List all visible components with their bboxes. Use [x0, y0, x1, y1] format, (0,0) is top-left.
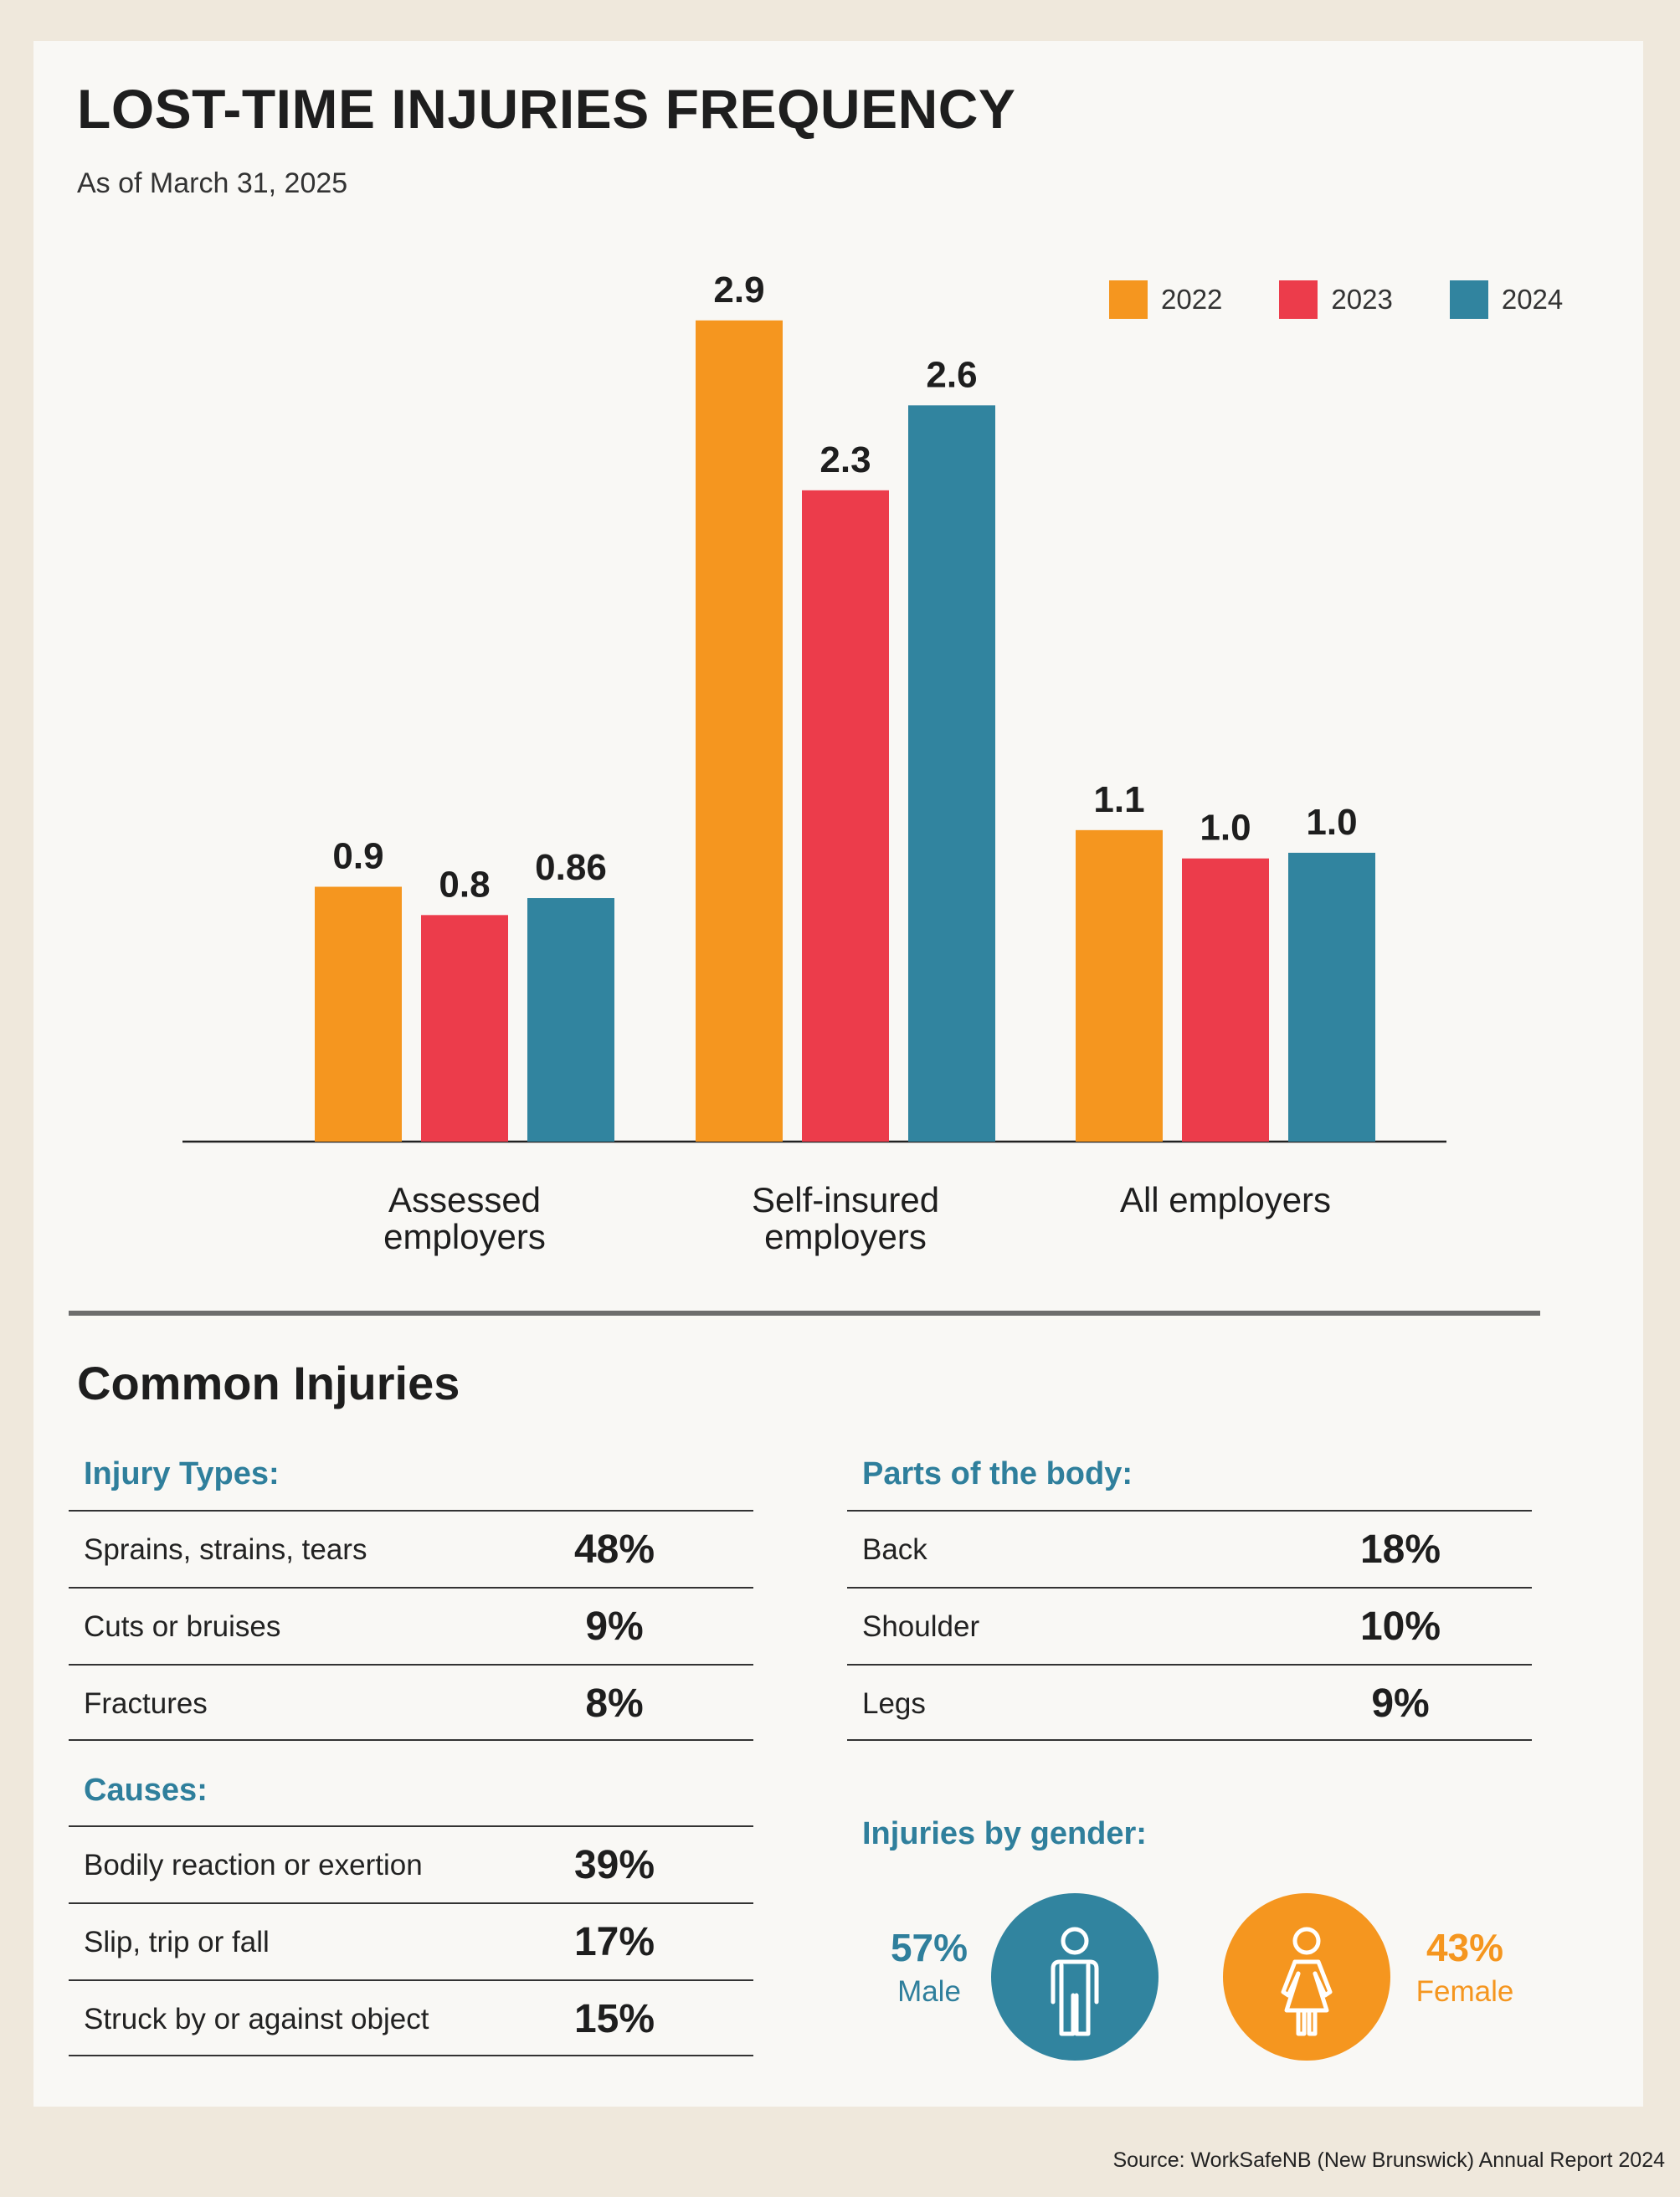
data-label-2023-0: 0.8 [439, 864, 490, 905]
row-value: 17% [573, 1920, 655, 1964]
category-label-1-0: Self-insured [752, 1180, 939, 1219]
bar-2023-0 [421, 915, 508, 1142]
data-label-2022-0: 0.9 [332, 836, 383, 877]
legend-label-2023: 2023 [1331, 284, 1393, 315]
injury-types-table: Sprains, strains, tears 48% Cuts or brui… [69, 1510, 753, 1741]
chart-subtitle: As of March 31, 2025 [77, 167, 348, 199]
data-label-2024-1: 2.6 [926, 354, 977, 395]
table-row: Shoulder 10% [847, 1587, 1532, 1664]
row-value: 9% [585, 1604, 644, 1649]
row-value: 10% [1359, 1604, 1441, 1649]
male-person-icon [991, 1893, 1159, 2061]
source-note: Source: WorkSafeNB (New Brunswick) Annua… [1112, 2148, 1665, 2172]
chart-title: LOST-TIME INJURIES FREQUENCY [77, 78, 1016, 140]
bar-2022-0 [315, 886, 402, 1142]
bar-2022-2 [1076, 829, 1163, 1142]
body-parts-table: Back 18% Shoulder 10% Legs 9% [847, 1510, 1532, 1741]
row-value: 15% [573, 1997, 655, 2041]
legend-swatch-2024 [1449, 280, 1488, 319]
causes-table: Bodily reaction or exertion 39% Slip, tr… [69, 1825, 753, 2056]
row-label: Struck by or against object [84, 2003, 429, 2035]
table-row: Slip, trip or fall 17% [69, 1902, 753, 1979]
category-label-2-0: All employers [1120, 1180, 1331, 1219]
row-label: Bodily reaction or exertion [84, 1849, 423, 1881]
common-injuries-title: Common Injuries [77, 1357, 460, 1409]
bar-2024-2 [1288, 852, 1375, 1142]
male-percentage: 57% [890, 1926, 968, 1969]
injury-types-heading: Injury Types: [84, 1456, 280, 1491]
female-label: Female [1415, 1975, 1514, 2008]
table-row: Legs 9% [847, 1664, 1532, 1741]
row-label: Shoulder [862, 1610, 980, 1643]
data-label-2024-0: 0.86 [535, 847, 607, 888]
row-value: 8% [585, 1681, 644, 1726]
table-row: Sprains, strains, tears 48% [69, 1510, 753, 1587]
table-row: Cuts or bruises 9% [69, 1587, 753, 1664]
row-value: 9% [1371, 1681, 1430, 1726]
row-value: 18% [1359, 1527, 1441, 1572]
chart-legend: 2022 2023 2024 [1109, 280, 1620, 319]
row-value: 48% [573, 1527, 655, 1572]
row-label: Back [862, 1533, 927, 1566]
legend-swatch-2023 [1279, 280, 1318, 319]
table-row: Back 18% [847, 1510, 1532, 1587]
data-label-2023-2: 1.0 [1200, 808, 1251, 849]
table-row: Bodily reaction or exertion 39% [69, 1825, 753, 1902]
data-label-2024-2: 1.0 [1306, 802, 1357, 843]
row-label: Cuts or bruises [84, 1610, 281, 1643]
bar-2024-0 [527, 898, 614, 1142]
bar-2023-1 [802, 490, 889, 1142]
gender-heading: Injuries by gender: [862, 1816, 1147, 1851]
legend-label-2022: 2022 [1161, 284, 1223, 315]
data-label-2022-1: 2.9 [713, 269, 764, 311]
legend-item-2024: 2024 [1449, 280, 1564, 319]
body-parts-heading: Parts of the body: [862, 1456, 1133, 1491]
legend-label-2024: 2024 [1501, 284, 1564, 315]
category-label-1-1: employers [764, 1217, 927, 1256]
row-label: Fractures [84, 1687, 208, 1720]
data-label-2022-2: 1.1 [1093, 779, 1144, 820]
row-label: Slip, trip or fall [84, 1926, 270, 1958]
table-row: Struck by or against object 15% [69, 1979, 753, 2056]
legend-item-2023: 2023 [1279, 280, 1393, 319]
legend-swatch-2022 [1109, 280, 1148, 319]
legend-item-2022: 2022 [1109, 280, 1222, 319]
category-label-0-0: Assessed [388, 1180, 541, 1219]
bar-2022-1 [696, 320, 783, 1142]
female-percentage: 43% [1426, 1926, 1504, 1969]
causes-heading: Causes: [84, 1773, 208, 1808]
category-label-0-1: employers [383, 1217, 546, 1256]
bar-2024-1 [908, 405, 995, 1142]
section-divider [69, 1311, 1540, 1316]
row-label: Sprains, strains, tears [84, 1533, 367, 1566]
male-label: Male [897, 1975, 961, 2008]
data-label-2023-1: 2.3 [819, 439, 871, 480]
table-row: Fractures 8% [69, 1664, 753, 1741]
female-person-icon [1223, 1893, 1390, 2061]
row-label: Legs [862, 1687, 926, 1720]
bar-2023-2 [1182, 858, 1269, 1142]
row-value: 39% [573, 1843, 655, 1887]
bar-chart: 0.90.8 0.86Assessedemployers2.92.32.6Self… [182, 269, 1446, 1256]
